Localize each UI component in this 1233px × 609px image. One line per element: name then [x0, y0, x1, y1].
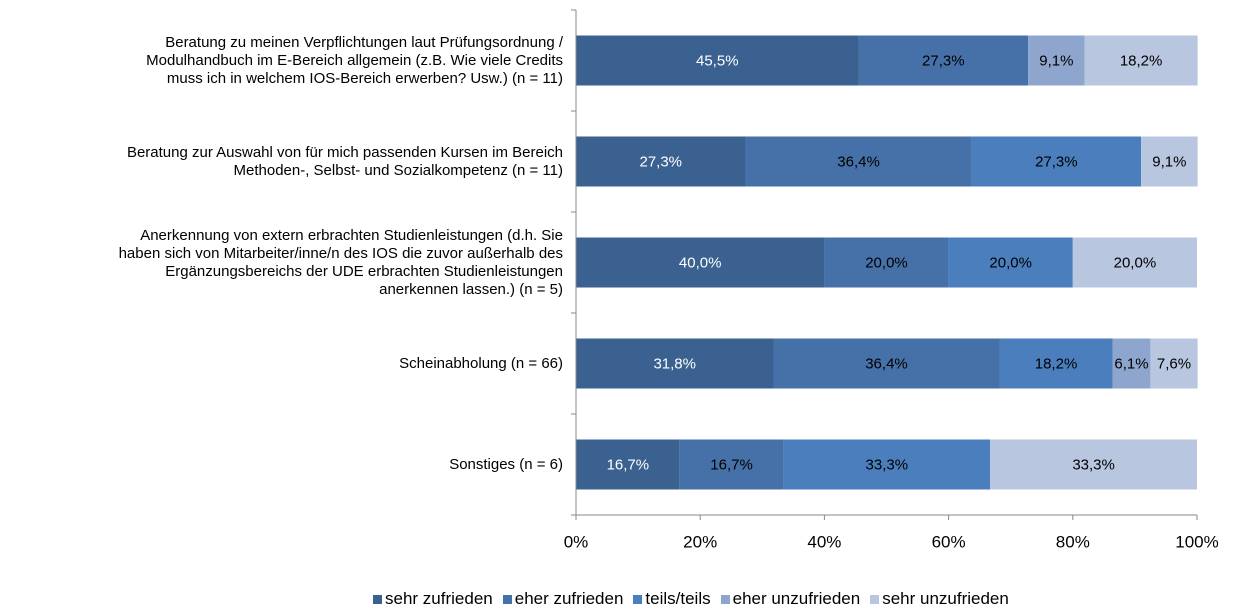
legend-item: sehr zufrieden: [373, 589, 493, 609]
bar-segment: [999, 338, 1113, 389]
category-label: Sonstiges (n = 6): [449, 455, 563, 473]
bar-segment: [971, 136, 1142, 187]
category-label: Beratung zu meinen Verpflichtungen laut …: [146, 33, 563, 87]
value-label: 27,3%: [639, 153, 682, 170]
value-label: 27,3%: [922, 52, 965, 69]
legend-label: sehr zufrieden: [385, 589, 493, 608]
value-label: 18,2%: [1120, 52, 1163, 69]
legend: sehr zufrieden eher zufrieden teils/teils e…: [373, 589, 1009, 609]
value-label: 40,0%: [679, 254, 722, 271]
bar-segment: [824, 237, 949, 288]
value-label: 20,0%: [989, 254, 1032, 271]
legend-swatch: [373, 594, 382, 604]
value-label: 33,3%: [1072, 456, 1115, 473]
bar-segment: [1072, 237, 1197, 288]
bar-segment: [576, 338, 774, 389]
legend-label: eher unzufrieden: [732, 589, 861, 608]
legend-swatch: [720, 594, 730, 604]
category-label: Anerkennung von extern erbrachten Studie…: [118, 226, 563, 298]
value-label: 20,0%: [1114, 254, 1157, 271]
value-label: 27,3%: [1035, 153, 1078, 170]
legend-label: sehr unzufrieden: [882, 589, 1009, 608]
category-label: Scheinabholung (n = 66): [399, 354, 563, 372]
value-label: 18,2%: [1035, 355, 1078, 372]
value-label: 7,6%: [1157, 355, 1191, 372]
bar-segment: [576, 35, 859, 86]
legend-swatch: [502, 594, 512, 604]
bar-segment: [1084, 35, 1198, 86]
bar-segment: [948, 237, 1073, 288]
x-tick-label: 80%: [1056, 532, 1090, 551]
category-label: Beratung zur Auswahl von für mich passen…: [126, 143, 563, 179]
bar-segment: [783, 439, 991, 490]
bar-segment: [858, 35, 1029, 86]
value-label: 36,4%: [865, 355, 908, 372]
value-label: 9,1%: [1152, 153, 1186, 170]
value-label: 20,0%: [865, 254, 908, 271]
bar-segment: [576, 136, 746, 187]
bar-segment: [679, 439, 784, 490]
bar-segment: [1112, 338, 1151, 389]
value-label: 16,7%: [607, 456, 650, 473]
value-label: 6,1%: [1114, 355, 1148, 372]
value-label: 31,8%: [653, 355, 696, 372]
legend-swatch: [870, 594, 880, 604]
x-tick-label: 100%: [1175, 532, 1218, 551]
legend-item: sehr unzufrieden: [870, 589, 1009, 609]
legend-label: eher zufrieden: [514, 589, 624, 608]
value-label: 36,4%: [837, 153, 880, 170]
bar-segment: [576, 237, 825, 288]
bar-segment: [745, 136, 972, 187]
x-tick-label: 40%: [807, 532, 841, 551]
bar-segment: [1141, 136, 1198, 187]
value-label: 45,5%: [696, 52, 739, 69]
x-tick-label: 20%: [683, 532, 717, 551]
legend-item: eher unzufrieden: [720, 589, 861, 609]
legend-swatch: [633, 594, 643, 604]
value-label: 33,3%: [866, 456, 909, 473]
bar-segment: [576, 439, 680, 490]
value-label: 16,7%: [710, 456, 753, 473]
bar-segment: [1150, 338, 1198, 389]
legend-item: eher zufrieden: [502, 589, 624, 609]
value-label: 9,1%: [1039, 52, 1073, 69]
legend-label: teils/teils: [645, 589, 711, 608]
bar-segment: [1028, 35, 1085, 86]
x-tick-label: 0%: [564, 532, 589, 551]
bar-segment: [773, 338, 1000, 389]
bar-segment: [990, 439, 1197, 490]
legend-item: teils/teils: [633, 589, 711, 609]
x-tick-label: 60%: [932, 532, 966, 551]
